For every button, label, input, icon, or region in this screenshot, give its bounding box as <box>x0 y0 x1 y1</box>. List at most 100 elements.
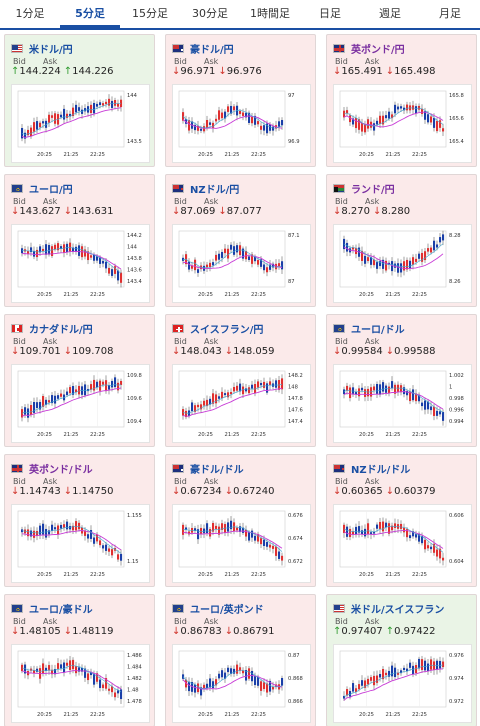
candle-body <box>42 523 45 535</box>
currency-card[interactable]: ユーロ/円 Bid Ask ↓143.627 ↓143.631 144.2 144 143.8… <box>4 174 155 307</box>
arrow-down-icon: ↓ <box>385 346 395 357</box>
tab-2[interactable]: 15分足 <box>132 7 168 20</box>
candle-body <box>114 692 117 698</box>
card-header: 米ドル/円 <box>11 41 150 56</box>
mini-candlestick-chart[interactable]: 97 96.9 20:25 21:25 22:25 <box>172 84 311 163</box>
candle-body <box>84 530 87 536</box>
mini-candlestick-chart[interactable]: 0.606 0.604 20:25 21:25 22:25 <box>333 504 472 583</box>
currency-card[interactable]: スイスフラン/円 Bid Ask ↓148.043 ↓148.059 148.2 148 14… <box>165 314 316 447</box>
arrow-down-icon: ↓ <box>11 626 20 637</box>
mini-candlestick-chart[interactable]: 1.486 1.484 1.482 1.48 1.478 20:25 21:25 22:25 <box>11 644 150 723</box>
candle-body <box>60 393 63 397</box>
pair-name[interactable]: カナダドル/円 <box>29 324 93 336</box>
mini-candlestick-chart[interactable]: 144.2 144 143.8 143.6 143.4 20:25 21:25 22:25 <box>11 224 150 303</box>
short-moving-average-line <box>343 107 444 127</box>
tab-1[interactable]: 5分足 <box>60 0 120 28</box>
arrow-down-icon: ↓ <box>172 206 181 217</box>
mini-candlestick-chart[interactable]: 144 143.5 20:25 21:25 22:25 <box>11 84 150 163</box>
candle-body <box>442 234 445 241</box>
bid-ask-values: ↑144.224 ↑144.226 <box>11 66 114 77</box>
currency-card[interactable]: NZドル/円 Bid Ask ↓87.069 ↓87.077 87.1 87 20:25 21:… <box>165 174 316 307</box>
pair-name[interactable]: ランド/円 <box>351 184 395 196</box>
pair-name[interactable]: 豪ドル/ドル <box>190 464 244 476</box>
mini-candlestick-chart[interactable]: 165.8 165.6 165.4 20:25 21:25 22:25 <box>333 84 472 163</box>
candle-body <box>424 400 427 410</box>
pair-name[interactable]: スイスフラン/円 <box>190 324 264 336</box>
card-header: ユーロ/英ポンド <box>172 601 311 616</box>
tab-5[interactable]: 日足 <box>319 7 341 20</box>
candle-body <box>433 240 436 251</box>
tab-7[interactable]: 月足 <box>439 7 461 20</box>
mini-candlestick-chart[interactable]: 8.28 8.26 20:25 21:25 22:25 <box>333 224 472 303</box>
card-header: ランド/円 <box>333 181 472 196</box>
card-header: スイスフラン/円 <box>172 321 311 336</box>
candle-body <box>221 112 224 119</box>
currency-card[interactable]: ユーロ/豪ドル Bid Ask ↓1.48105 ↓1.48119 1.486 1.484 1… <box>4 594 155 726</box>
pair-name[interactable]: 英ポンド/ドル <box>29 464 93 476</box>
currency-card[interactable]: 英ポンド/ドル Bid Ask ↓1.14743 ↓1.14750 1.155 1.15 20… <box>4 454 155 587</box>
pair-name[interactable]: ユーロ/ドル <box>351 324 405 336</box>
currency-card[interactable]: カナダドル/円 Bid Ask ↓109.701 ↓109.708 109.8 109.6 1… <box>4 314 155 447</box>
tab-3[interactable]: 30分足 <box>192 7 228 20</box>
y-tick-label: 109.4 <box>127 419 143 425</box>
bid-value: 1.14743 <box>19 486 61 497</box>
mini-candlestick-chart[interactable]: 0.676 0.674 0.672 20:25 21:25 22:25 <box>172 504 311 583</box>
candle-body <box>78 522 81 530</box>
x-tick-label: 21:25 <box>386 152 401 158</box>
pair-name[interactable]: 英ポンド/円 <box>351 44 405 56</box>
currency-card[interactable]: 米ドル/スイスフラン Bid Ask ↑0.97407 ↑0.97422 0.976 0.9… <box>326 594 477 726</box>
moving-average-line <box>343 391 444 410</box>
ask-label: Ask <box>365 617 380 626</box>
currency-card[interactable]: ユーロ/英ポンド Bid Ask ↓0.86783 ↓0.86791 0.87 0.868 0… <box>165 594 316 726</box>
tab-4[interactable]: 1時間足 <box>250 7 290 20</box>
mini-candlestick-chart[interactable]: 1.002 1 0.998 0.996 0.994 20:25 21:25 22:25 <box>333 364 472 443</box>
mini-candlestick-chart[interactable]: 1.155 1.15 20:25 21:25 22:25 <box>11 504 150 583</box>
x-tick-label: 20:25 <box>37 152 52 158</box>
candle-body <box>84 249 87 257</box>
pair-name[interactable]: NZドル/円 <box>190 184 240 196</box>
mini-candlestick-chart[interactable]: 0.976 0.974 0.972 20:25 21:25 22:25 <box>333 644 472 723</box>
candle-body <box>415 534 418 538</box>
chart-svg: 109.8 109.6 109.4 20:25 21:25 22:25 <box>17 370 143 438</box>
mini-candlestick-chart[interactable]: 0.87 0.868 0.866 20:25 21:25 22:25 <box>172 644 311 723</box>
currency-card[interactable]: ランド/円 Bid Ask ↓8.270 ↓8.280 8.28 8.26 20:25 21:2… <box>326 174 477 307</box>
tab-0[interactable]: 1分足 <box>15 7 45 20</box>
currency-card[interactable]: 豪ドル/円 Bid Ask ↓96.971 ↓96.976 97 96.9 20:25 21:2… <box>165 34 316 167</box>
y-tick-label: 0.972 <box>449 699 464 705</box>
candle-body <box>102 260 105 264</box>
candle-body <box>245 670 248 681</box>
candle-body <box>352 531 355 535</box>
currency-card[interactable]: 豪ドル/ドル Bid Ask ↓0.67234 ↓0.67240 0.676 0.674 0.… <box>165 454 316 587</box>
mini-candlestick-chart[interactable]: 109.8 109.6 109.4 20:25 21:25 22:25 <box>11 364 150 443</box>
candle-body <box>352 683 355 692</box>
x-tick-label: 22:25 <box>251 152 266 158</box>
pair-name[interactable]: NZドル/ドル <box>351 464 411 476</box>
mini-candlestick-chart[interactable]: 148.2 148 147.8 147.6 147.4 20:25 21:25 22:25 <box>172 364 311 443</box>
pair-name[interactable]: 米ドル/円 <box>29 44 73 56</box>
pair-name[interactable]: ユーロ/円 <box>29 184 73 196</box>
candle-body <box>349 387 352 399</box>
pair-name[interactable]: ユーロ/豪ドル <box>29 604 93 616</box>
candle-body <box>212 393 215 404</box>
pair-name[interactable]: 米ドル/スイスフラン <box>351 604 445 616</box>
currency-card[interactable]: 米ドル/円 Bid Ask ↑144.224 ↑144.226 144 143.5 20:25… <box>4 34 155 167</box>
x-tick-label: 22:25 <box>251 292 266 298</box>
candle-body <box>418 253 421 259</box>
candle-body <box>33 670 36 674</box>
candle-body <box>373 259 376 266</box>
currency-card[interactable]: ユーロ/ドル Bid Ask ↓0.99584 ↓0.99588 1.002 1 0.998 0… <box>326 314 477 447</box>
candle-body <box>266 267 269 273</box>
pair-name[interactable]: ユーロ/英ポンド <box>190 604 264 616</box>
candle-body <box>102 103 105 106</box>
currency-card[interactable]: NZドル/ドル Bid Ask ↓0.60365 ↓0.60379 0.606 0.604 2… <box>326 454 477 587</box>
currency-card[interactable]: 英ポンド/円 Bid Ask ↓165.491 ↓165.498 165.8 165.6 16… <box>326 34 477 167</box>
bid-ask-labels: Bid Ask <box>13 617 73 626</box>
candle-body <box>424 111 427 120</box>
candle-body <box>430 659 433 670</box>
tab-6[interactable]: 週足 <box>379 7 401 20</box>
candle-body <box>436 549 439 557</box>
candle-body <box>227 667 230 673</box>
candle-body <box>242 527 245 533</box>
mini-candlestick-chart[interactable]: 87.1 87 20:25 21:25 22:25 <box>172 224 311 303</box>
pair-name[interactable]: 豪ドル/円 <box>190 44 234 56</box>
